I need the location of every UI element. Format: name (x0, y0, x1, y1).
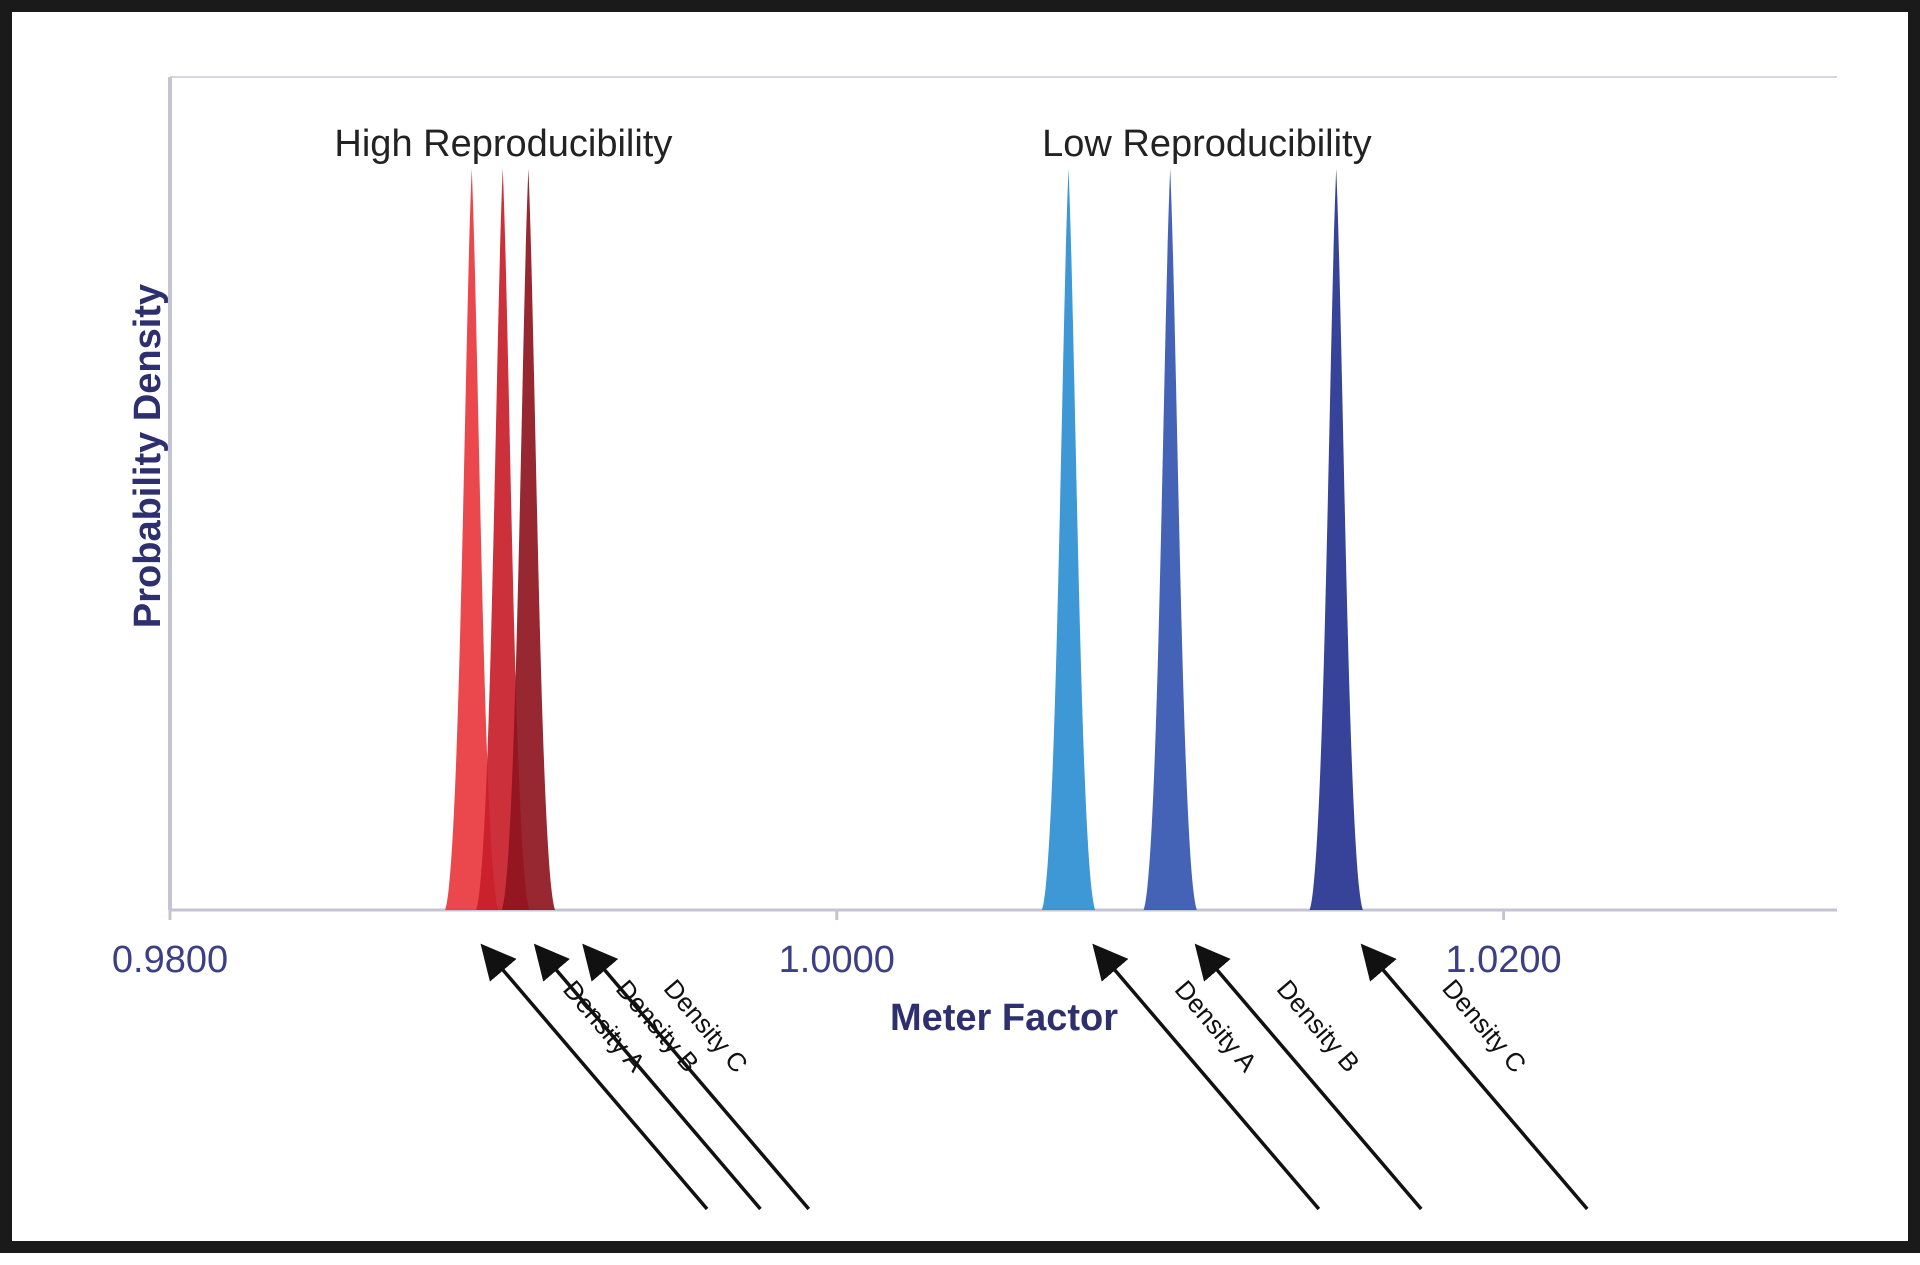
annotation-arrow (1194, 943, 1423, 1211)
x-tick-label: 1.0200 (1445, 939, 1561, 981)
annotation-label: Density C (1436, 973, 1532, 1078)
density-peak (445, 168, 499, 910)
y-axis-title: Probability Density (127, 284, 169, 628)
annotation-arrow (1092, 943, 1321, 1211)
group-label: High Reproducibility (334, 123, 672, 165)
annotation-arrow (533, 943, 762, 1211)
x-tick-label: 1.0000 (779, 939, 895, 981)
annotation-arrow (1360, 943, 1589, 1211)
x-tick-label: 0.9800 (112, 939, 228, 981)
group-label: Low Reproducibility (1042, 123, 1372, 165)
x-axis-title: Meter Factor (890, 997, 1118, 1039)
density-peak (1041, 168, 1096, 910)
x-tick-marks (168, 910, 1506, 920)
x-tick-labels: 0.9800 1.0000 1.0200 (112, 939, 1562, 981)
annotation-label: Density A (1169, 974, 1264, 1078)
density-peak (1309, 168, 1363, 910)
meter-factor-chart: 0.9800 1.0000 1.0200 High Reproducibility L… (112, 76, 1837, 1211)
annotation-arrow (480, 943, 709, 1211)
group-labels: High Reproducibility Low Reproducibility (334, 123, 1371, 165)
density-peak (1143, 168, 1197, 910)
annotation-arrow (582, 943, 811, 1211)
annotation-label: Density B (1271, 974, 1366, 1078)
density-peak (501, 168, 556, 910)
density-peaks (445, 168, 1363, 910)
